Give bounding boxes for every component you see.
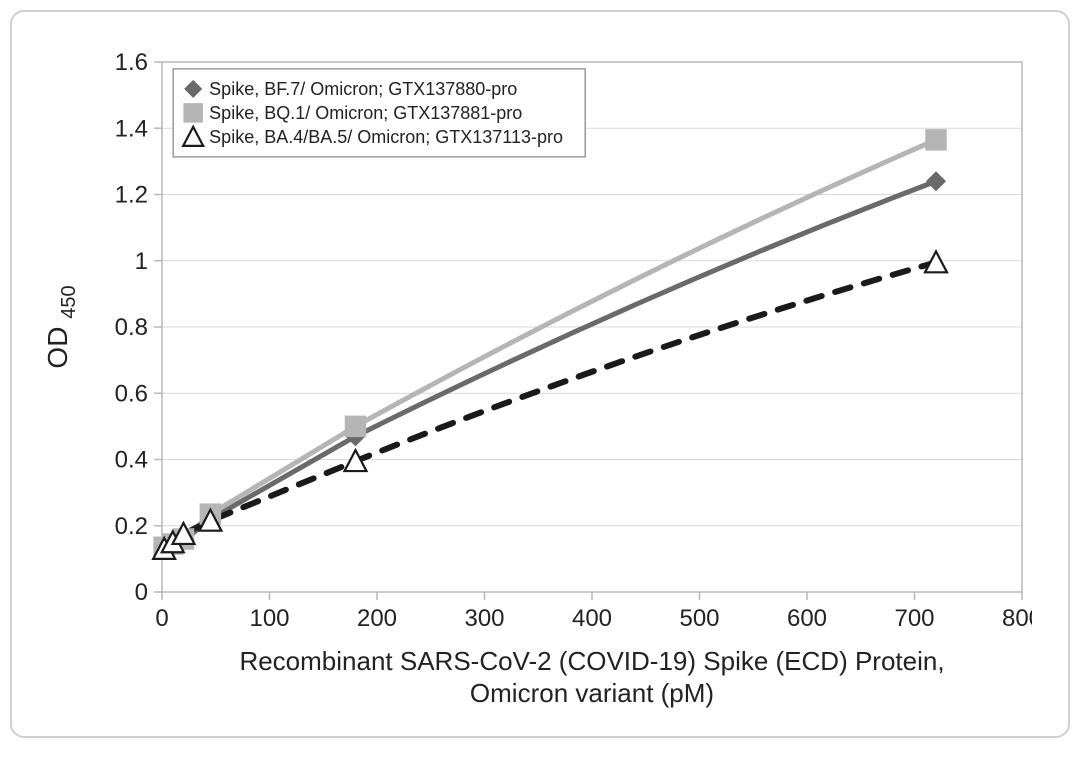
x-tick-label: 700: [894, 605, 934, 632]
legend-label-ba45: Spike, BA.4/BA.5/ Omicron; GTX137113-pro: [209, 127, 563, 147]
y-tick-label: 1.6: [115, 49, 148, 76]
chart-container: 0 0.2 0.4 0.6 0.8 1 1.2 1.4 1.6 0 100 200 300 400 500 6…: [22, 32, 1038, 726]
x-tick-label: 800: [1002, 605, 1032, 632]
x-tick-label: 200: [357, 605, 397, 632]
legend: Spike, BF.7/ Omicron; GTX137880-pro Spike…: [173, 69, 585, 157]
x-axis-label-line2: Omicron variant (pM): [470, 678, 714, 708]
y-tick-label: 1: [135, 248, 148, 275]
y-tick-label: 0.6: [115, 380, 148, 407]
y-axis-label: OD 450: [42, 285, 80, 368]
x-tick-label: 100: [249, 605, 289, 632]
chart-frame: 0 0.2 0.4 0.6 0.8 1 1.2 1.4 1.6 0 100 200 300 400 500 6…: [10, 10, 1070, 738]
y-tick-label: 0.2: [115, 513, 148, 540]
y-tick-label: 1.4: [115, 115, 148, 142]
x-tick-label: 400: [572, 605, 612, 632]
y-tick-label: 1.2: [115, 182, 148, 209]
x-tick-label: 300: [464, 605, 504, 632]
x-tick-label: 0: [155, 605, 168, 632]
marker: [184, 104, 202, 122]
line-chart: 0 0.2 0.4 0.6 0.8 1 1.2 1.4 1.6 0 100 200 300 400 500 6…: [22, 32, 1032, 722]
marker: [926, 130, 946, 150]
x-tick-label: 600: [787, 605, 827, 632]
marker: [346, 416, 366, 436]
y-tick-label: 0: [135, 579, 148, 606]
x-tick-label: 500: [679, 605, 719, 632]
legend-label-bf7: Spike, BF.7/ Omicron; GTX137880-pro: [209, 79, 517, 99]
legend-label-bq1: Spike, BQ.1/ Omicron; GTX137881-pro: [209, 103, 522, 123]
y-tick-label: 0.8: [115, 314, 148, 341]
x-axis-label-line1: Recombinant SARS-CoV-2 (COVID-19) Spike …: [239, 646, 944, 676]
y-tick-label: 0.4: [115, 447, 148, 474]
